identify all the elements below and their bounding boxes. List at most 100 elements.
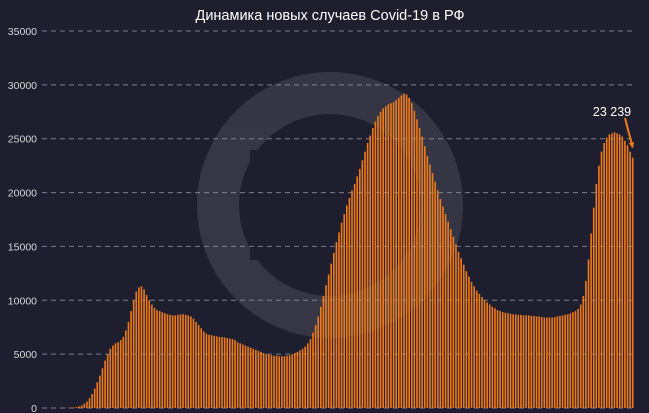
bar bbox=[397, 97, 400, 408]
bar bbox=[130, 311, 132, 408]
bar bbox=[143, 289, 145, 408]
bar bbox=[358, 168, 361, 408]
bar bbox=[548, 317, 551, 408]
bar bbox=[605, 137, 608, 408]
bar bbox=[119, 340, 122, 408]
bar bbox=[520, 314, 522, 408]
bar bbox=[517, 314, 520, 408]
bar bbox=[262, 353, 265, 408]
bar bbox=[598, 165, 600, 408]
bar bbox=[631, 157, 634, 408]
y-tick-label: 5000 bbox=[14, 349, 38, 361]
bar bbox=[579, 304, 582, 408]
bar bbox=[86, 401, 88, 408]
bar bbox=[514, 314, 517, 408]
bar bbox=[73, 407, 75, 408]
bar bbox=[361, 160, 364, 408]
bar bbox=[299, 350, 301, 408]
bar bbox=[595, 183, 598, 408]
bar bbox=[164, 313, 166, 408]
bar bbox=[309, 339, 312, 408]
bar bbox=[177, 314, 179, 408]
bar bbox=[447, 221, 449, 408]
bar bbox=[569, 313, 572, 408]
bar bbox=[80, 405, 83, 408]
y-tick-label: 10000 bbox=[8, 295, 37, 307]
bar bbox=[600, 151, 603, 408]
bar bbox=[465, 271, 468, 408]
bar bbox=[592, 207, 595, 408]
bar bbox=[582, 295, 585, 408]
bar bbox=[613, 132, 616, 408]
bar bbox=[535, 316, 538, 408]
bar bbox=[283, 356, 286, 408]
y-tick-label: 30000 bbox=[8, 80, 37, 92]
bar bbox=[431, 173, 434, 408]
bar bbox=[153, 307, 156, 408]
bar bbox=[213, 335, 216, 408]
bar bbox=[301, 348, 304, 408]
bar bbox=[416, 119, 418, 408]
bar bbox=[452, 236, 455, 408]
bar bbox=[384, 106, 387, 409]
bar bbox=[561, 315, 564, 408]
bar bbox=[478, 293, 481, 408]
bar bbox=[470, 281, 473, 408]
bar bbox=[314, 325, 317, 408]
bar bbox=[496, 309, 499, 408]
bar bbox=[244, 345, 247, 408]
bar bbox=[611, 133, 613, 408]
bar bbox=[114, 343, 117, 408]
bar bbox=[286, 355, 288, 408]
bar bbox=[205, 333, 208, 408]
bar bbox=[192, 318, 195, 408]
bar bbox=[486, 302, 488, 408]
bar bbox=[307, 343, 309, 408]
bar bbox=[543, 317, 546, 408]
bar bbox=[223, 337, 226, 408]
bar bbox=[333, 252, 335, 408]
y-tick-label: 35000 bbox=[8, 26, 37, 38]
bar bbox=[577, 308, 579, 408]
bar bbox=[551, 317, 553, 408]
bar bbox=[626, 145, 629, 408]
bar bbox=[151, 304, 153, 408]
bar bbox=[281, 356, 283, 408]
bar bbox=[371, 127, 374, 408]
bar bbox=[434, 181, 436, 408]
bar bbox=[106, 354, 109, 408]
bar bbox=[179, 314, 182, 408]
arrow-head bbox=[628, 141, 635, 148]
bar bbox=[553, 316, 556, 408]
bar bbox=[522, 315, 525, 408]
bar bbox=[96, 382, 99, 408]
bar bbox=[421, 136, 423, 408]
bar bbox=[109, 348, 112, 408]
bar bbox=[351, 190, 353, 408]
bar bbox=[494, 308, 496, 408]
bar bbox=[345, 205, 348, 408]
bar bbox=[270, 355, 273, 408]
bar bbox=[104, 360, 106, 408]
bar bbox=[226, 337, 229, 408]
bar bbox=[353, 183, 356, 408]
bar bbox=[231, 339, 234, 408]
bar bbox=[462, 264, 465, 408]
bar bbox=[390, 103, 392, 409]
bar bbox=[449, 229, 452, 408]
bar bbox=[317, 316, 320, 408]
bar bbox=[91, 394, 93, 408]
bar bbox=[304, 346, 307, 408]
bar bbox=[439, 199, 442, 408]
bar bbox=[538, 316, 540, 408]
bar bbox=[190, 316, 192, 408]
bar bbox=[426, 155, 429, 408]
bar bbox=[587, 259, 590, 408]
bar bbox=[436, 190, 439, 408]
bar bbox=[488, 304, 491, 408]
bar bbox=[527, 315, 530, 408]
bar bbox=[257, 350, 260, 408]
bar bbox=[174, 315, 177, 408]
